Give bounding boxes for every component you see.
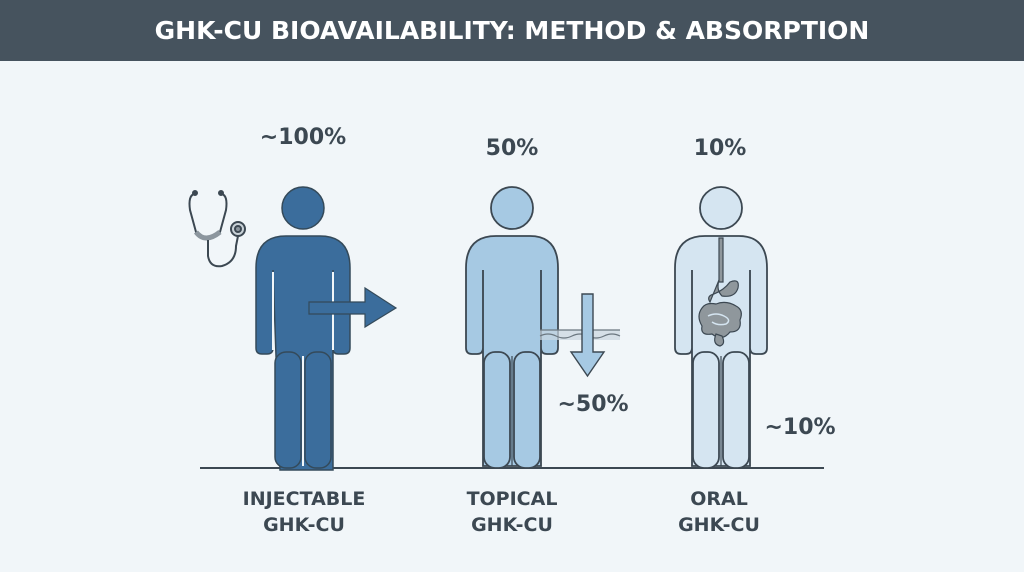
right-arrow-icon <box>308 286 398 329</box>
injectable-label: INJECTABLE GHK-CU <box>204 486 404 538</box>
digestive-system-icon <box>698 237 742 347</box>
topical-label-line2: GHK-CU <box>471 514 553 536</box>
injectable-person-icon <box>255 186 351 471</box>
topical-label: TOPICAL GHK-CU <box>412 486 612 538</box>
injectable-label-line2: GHK-CU <box>263 514 345 536</box>
page-title: GHK-CU BIOAVAILABILITY: METHOD & ABSORPT… <box>154 16 870 45</box>
oral-label: ORAL GHK-CU <box>619 486 819 538</box>
skin-layer-icon <box>539 329 621 340</box>
oral-label-line1: ORAL <box>690 488 748 510</box>
title-banner: GHK-CU BIOAVAILABILITY: METHOD & ABSORPT… <box>0 0 1024 61</box>
down-arrow-icon <box>569 293 606 378</box>
topical-person-icon <box>465 186 559 469</box>
injectable-label-line1: INJECTABLE <box>242 488 366 510</box>
topical-label-line1: TOPICAL <box>466 488 558 510</box>
oral-label-line2: GHK-CU <box>678 514 760 536</box>
oral-person-icon <box>674 186 768 469</box>
stethoscope-icon <box>188 190 246 268</box>
topical-side-percent: ~50% <box>557 392 629 417</box>
oral-top-percent: 10% <box>693 136 747 161</box>
topical-top-percent: 50% <box>485 136 539 161</box>
oral-side-percent: ~10% <box>764 415 836 440</box>
injectable-top-percent: ~100% <box>259 125 347 150</box>
